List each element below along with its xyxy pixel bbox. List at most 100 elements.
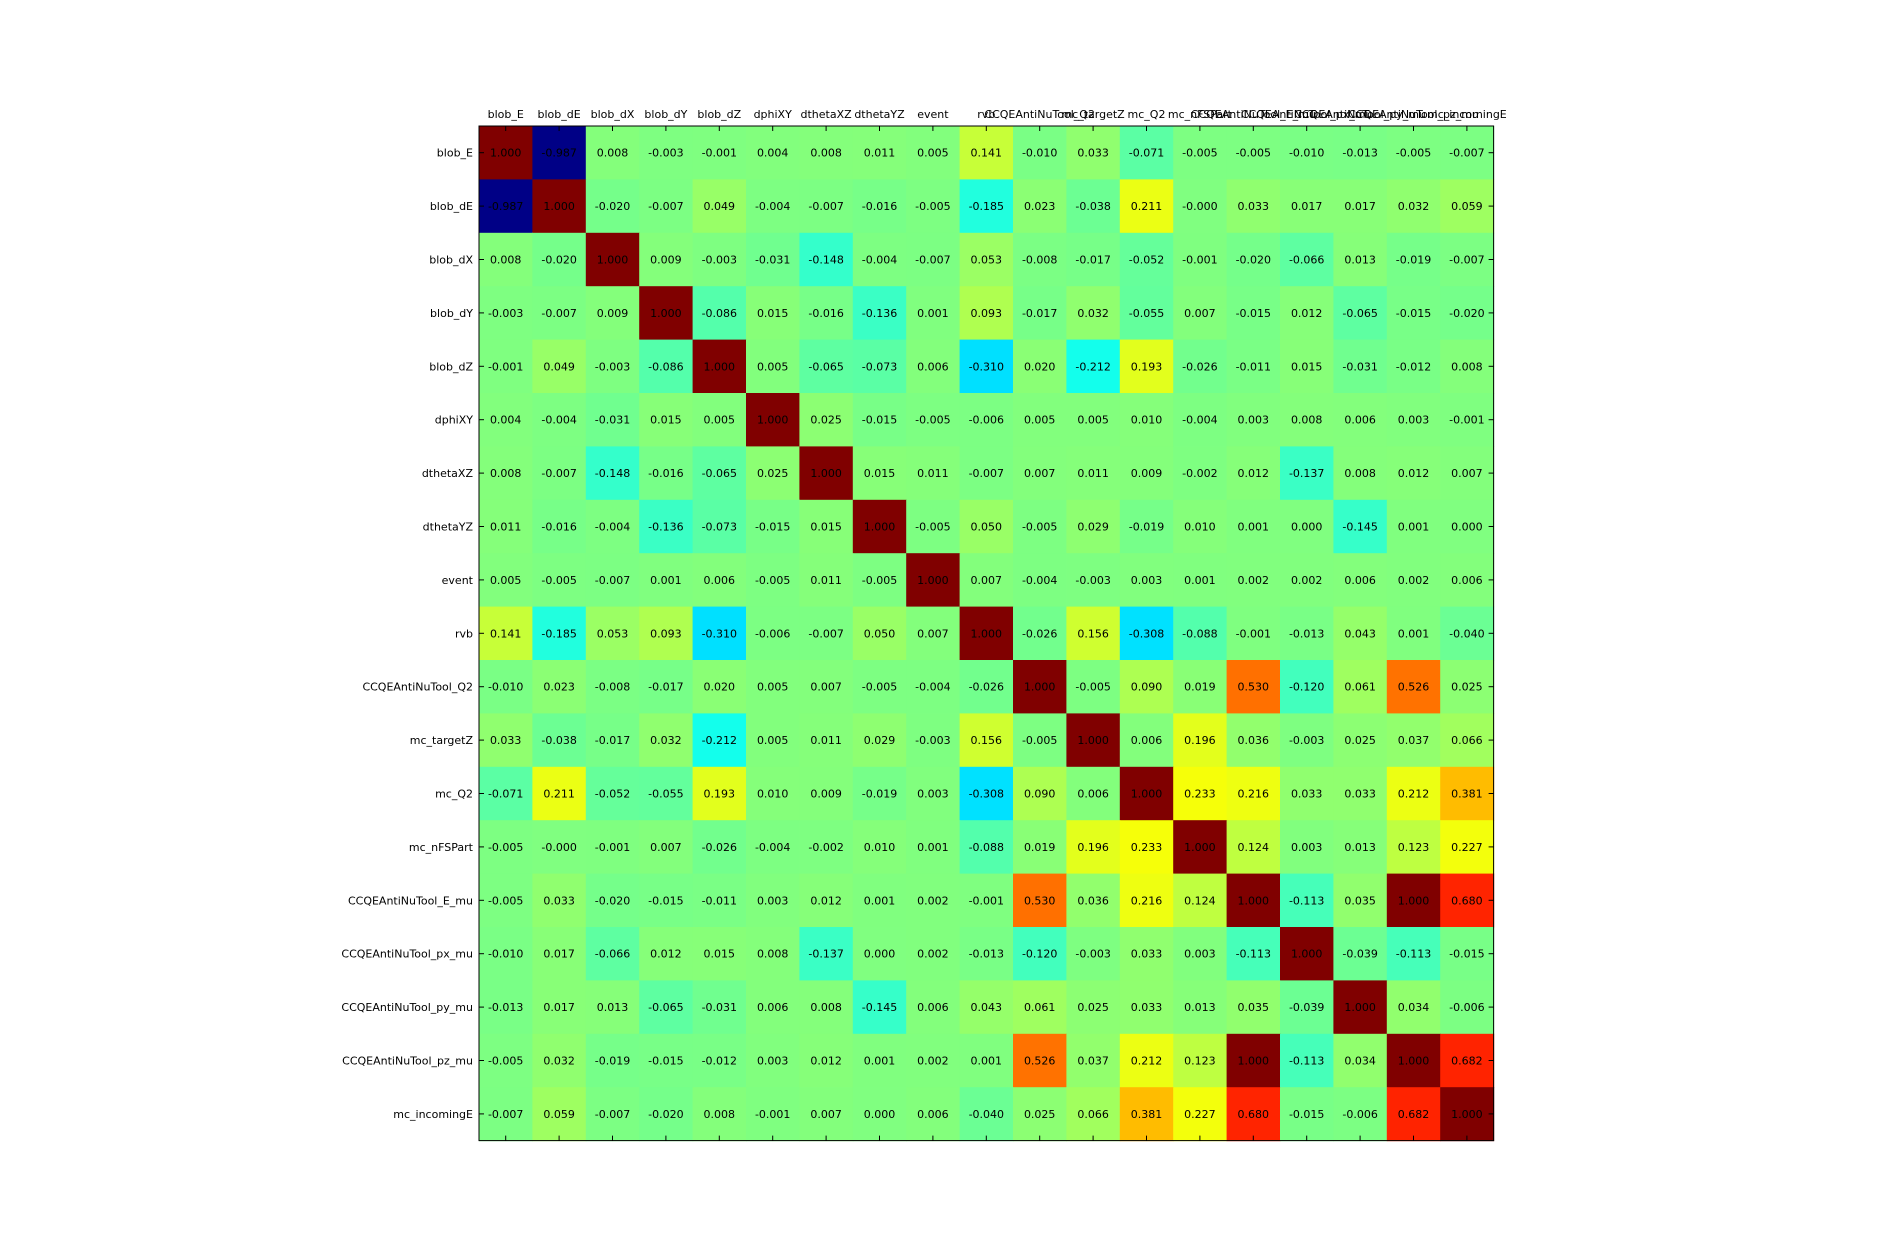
x-tick-label: CCQEAntiNuTool_pz_mu: [1348, 108, 1479, 121]
cell-value-label: -0.113: [1396, 948, 1431, 961]
heatmap-cell: [1119, 286, 1174, 341]
cell-value-label: -0.004: [915, 681, 950, 694]
cell-value-label: -0.002: [1182, 467, 1217, 480]
y-tick-label: dthetaXZ: [422, 467, 474, 480]
x-tick-label: blob_dY: [644, 108, 687, 121]
cell-value-label: 0.009: [597, 307, 629, 320]
heatmap-cell: [1386, 126, 1441, 180]
cell-value-label: 0.050: [971, 521, 1003, 534]
cell-value-label: -0.015: [1289, 1108, 1324, 1121]
heatmap-cell: [746, 1033, 800, 1088]
cell-value-label: 0.212: [1398, 788, 1430, 801]
cell-value-label: 0.029: [864, 734, 896, 747]
heatmap-cell: [852, 179, 907, 234]
heatmap-cell: [1280, 179, 1334, 234]
cell-value-label: 1.000: [1184, 841, 1216, 854]
heatmap-cell: [1226, 553, 1281, 608]
heatmap-cell: [1386, 553, 1441, 608]
cell-value-label: -0.005: [1182, 147, 1217, 160]
cell-value-label: 0.680: [1238, 1108, 1270, 1121]
heatmap-cell: [479, 660, 533, 714]
heatmap-cell: [1386, 179, 1441, 234]
cell-value-label: -0.007: [1449, 147, 1484, 160]
heatmap-cell: [1440, 820, 1495, 875]
cell-value-label: 0.011: [810, 574, 842, 587]
heatmap-cell: [1440, 393, 1495, 447]
heatmap-cell: [585, 766, 640, 821]
heatmap-cell: [1173, 339, 1228, 394]
heatmap-cell: [906, 232, 961, 287]
cell-value-label: -0.136: [648, 521, 683, 534]
cell-value-label: -0.086: [702, 307, 737, 320]
cell-value-label: -0.007: [969, 467, 1004, 480]
cell-value-label: 0.066: [1077, 1108, 1109, 1121]
cell-value-label: -0.012: [702, 1055, 737, 1068]
heatmap-cell: [1013, 873, 1067, 928]
heatmap-cell: [746, 1087, 800, 1142]
x-tick-label: blob_dE: [538, 108, 581, 121]
heatmap-cell: [1066, 660, 1121, 714]
cell-value-label: -0.019: [1396, 254, 1431, 267]
heatmap-cell: [692, 553, 747, 608]
cell-value-label: 0.032: [650, 734, 682, 747]
cell-value-label: 0.029: [1077, 521, 1109, 534]
heatmap-cell: [1119, 126, 1174, 180]
cell-value-label: -0.066: [595, 948, 630, 961]
cell-value-label: 0.050: [864, 627, 896, 640]
x-tick-label: blob_E: [488, 108, 524, 121]
cell-value-label: -0.003: [648, 147, 683, 160]
heatmap-cell: [1066, 606, 1121, 661]
cell-value-label: -0.007: [488, 1108, 523, 1121]
heatmap-cell: [1386, 286, 1441, 341]
cell-value-label: 0.003: [917, 788, 949, 801]
heatmap-cell: [479, 766, 533, 821]
cell-value-label: -0.016: [862, 200, 897, 213]
cell-value-label: 0.381: [1451, 788, 1483, 801]
heatmap-cell: [1013, 1033, 1067, 1088]
heatmap-cell: [1226, 499, 1281, 554]
cell-value-label: 0.141: [971, 147, 1003, 160]
heatmap-cell: [585, 339, 640, 394]
x-tick-label: blob_dZ: [697, 108, 741, 121]
heatmap-cell: [532, 927, 587, 981]
cell-value-label: 0.011: [490, 521, 522, 534]
heatmap-cell: [639, 446, 694, 501]
cell-value-label: 0.011: [1077, 467, 1109, 480]
heatmap-cell: [532, 339, 587, 394]
heatmap-cell: [479, 820, 533, 875]
heatmap-cell: [959, 339, 1014, 394]
cell-value-label: -0.137: [808, 948, 843, 961]
heatmap-cell: [746, 553, 800, 608]
heatmap-cell: [1333, 820, 1388, 875]
heatmap-cell: [852, 927, 907, 981]
heatmap-cell: [1440, 126, 1495, 180]
cell-value-label: -0.001: [595, 841, 630, 854]
heatmap-cell: [1013, 1087, 1067, 1142]
heatmap-cell: [585, 446, 640, 501]
cell-value-label: -0.005: [488, 1055, 523, 1068]
cell-value-label: 0.005: [757, 734, 789, 747]
cell-value-label: -0.003: [1289, 734, 1324, 747]
heatmap-cell: [1173, 126, 1228, 180]
heatmap-cell: [532, 873, 587, 928]
heatmap-cell: [852, 606, 907, 661]
heatmap-cell: [959, 713, 1014, 768]
heatmap-cell: [1386, 393, 1441, 447]
heatmap-cell: [1280, 713, 1334, 768]
heatmap-cell: [639, 820, 694, 875]
heatmap-cell: [692, 927, 747, 981]
heatmap-cell: [1119, 179, 1174, 234]
cell-value-label: 0.008: [1291, 414, 1323, 427]
heatmap-cell: [1013, 499, 1067, 554]
heatmap-cell: [1280, 339, 1334, 394]
heatmap-cell: [906, 873, 961, 928]
cell-value-label: 0.025: [1344, 734, 1376, 747]
heatmap-cell: [1226, 179, 1281, 234]
cell-value-label: -0.007: [595, 574, 630, 587]
x-tick-label: blob_dX: [591, 108, 635, 121]
cell-value-label: -0.088: [969, 841, 1004, 854]
cell-value-label: 0.001: [1238, 521, 1270, 534]
heatmap-cell: [532, 980, 587, 1035]
heatmap-cell: [746, 179, 800, 234]
heatmap-cell: [799, 339, 854, 394]
